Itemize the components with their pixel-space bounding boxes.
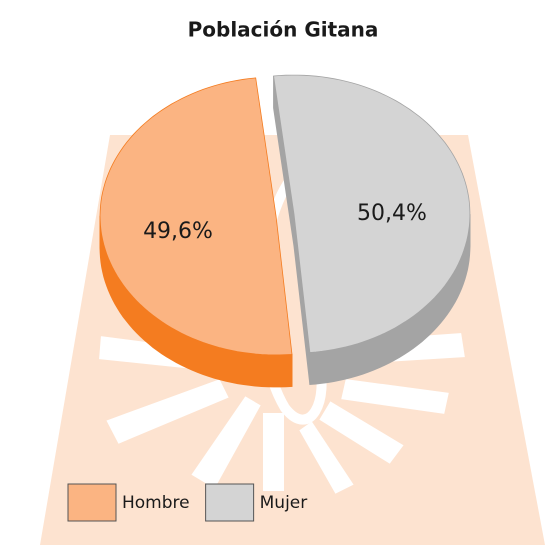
legend-swatch	[67, 483, 117, 522]
legend-label: Hombre	[122, 493, 190, 513]
chart-title: Población Gitana	[188, 18, 379, 42]
legend: Hombre Mujer	[67, 483, 308, 522]
value-label: 50,4%	[357, 201, 427, 226]
slice	[99, 77, 293, 356]
slice	[273, 74, 471, 353]
legend-swatch	[205, 483, 255, 522]
value-label: 49,6%	[143, 219, 213, 244]
pie: 49,6% 50,4%	[99, 74, 471, 388]
legend-label: Mujer	[260, 493, 308, 513]
